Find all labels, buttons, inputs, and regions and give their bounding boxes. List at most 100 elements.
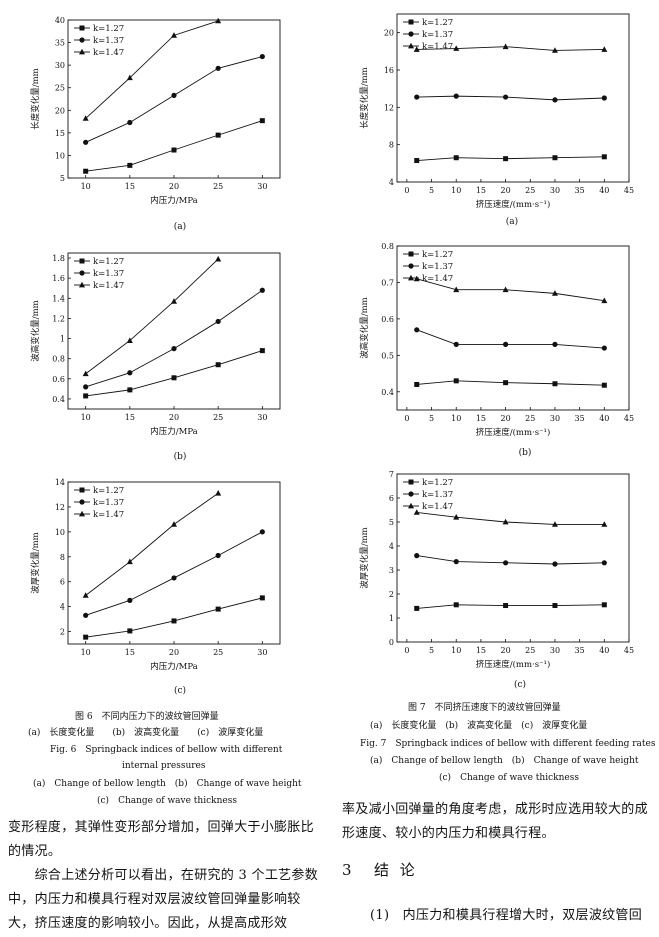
data-point-triangle (215, 17, 222, 24)
data-point-triangle (126, 558, 133, 565)
section-title: 结 论 (374, 861, 418, 879)
legend-label: k=1.47 (422, 502, 453, 512)
x-tick-label: 15 (125, 413, 135, 422)
series-line-circle (85, 289, 263, 388)
data-point-triangle (413, 509, 420, 515)
x-tick-label: 20 (169, 648, 179, 657)
x-tick-label: 15 (476, 646, 486, 655)
fig7-sub-cn: (a) 长度变化量 (b) 波高变化量 (c) 波厚变化量 (370, 721, 588, 731)
chart-7a-svg: 0 5 10 15 20 25 30 35 40 45 4 8 12 16 20 挤压速度/(mm·s⁻¹) 长… (359, 13, 634, 210)
series-line-circle (416, 95, 605, 101)
data-point-circle (552, 561, 558, 567)
data-point-circle (414, 553, 420, 559)
legend-label: k=1.47 (93, 510, 124, 520)
legend-marker-triangle (79, 510, 85, 517)
series-line-circle (416, 329, 605, 349)
x-axis-label: 挤压速度/(mm·s⁻¹) (476, 199, 551, 210)
y-tick-label: 10 (55, 528, 65, 537)
data-point-square (259, 595, 265, 601)
y-tick-label: 0.4 (52, 395, 65, 404)
fig6-sub-en-2: (c) Change of wave thickness (97, 796, 237, 806)
x-axis-label: 挤压速度/(mm·s⁻¹) (476, 427, 551, 438)
data-point-circle (127, 597, 133, 603)
y-tick-label: 20 (384, 29, 394, 38)
x-tick-label: 15 (125, 182, 135, 191)
legend-marker-square (408, 19, 414, 25)
chart-7b-svg: 0 5 10 15 20 25 30 35 40 45 0.4 0.5 0.6 0.7 0.8 挤压速度/(m… (359, 242, 634, 438)
y-tick-label: 6 (389, 494, 394, 503)
series-line-circle (416, 555, 605, 565)
data-point-circle (552, 97, 558, 103)
y-tick-label: 4 (60, 603, 65, 612)
series-line-triangle (85, 258, 219, 375)
y-tick-label: 0.6 (381, 315, 394, 324)
legend-marker-triangle (79, 281, 85, 288)
fig7-caption-en: Fig. 7 Springback indices of bellow with… (360, 739, 656, 749)
legend-label: k=1.27 (93, 24, 124, 34)
x-tick-label: 40 (599, 646, 609, 655)
y-tick-label: 4 (389, 178, 394, 187)
data-point-square (259, 348, 265, 354)
legend-label: k=1.27 (422, 18, 453, 28)
y-tick-label: 4 (389, 542, 394, 551)
legend-marker-triangle (408, 274, 414, 281)
data-point-triangle (215, 490, 222, 496)
data-point-triangle (601, 46, 608, 52)
data-point-triangle (82, 115, 89, 121)
x-tick-label: 40 (599, 414, 609, 423)
x-tick-label: 30 (550, 186, 560, 195)
data-point-triangle (502, 43, 509, 50)
data-point-triangle (453, 45, 460, 51)
y-tick-label: 1.8 (52, 254, 65, 263)
legend-label: k=1.47 (422, 274, 453, 284)
y-tick-label: 1.2 (52, 314, 65, 323)
chart-6c-sublabel: (c) (173, 686, 187, 696)
y-tick-label: 2 (60, 628, 65, 637)
data-point-triangle (551, 47, 558, 53)
data-point-square (414, 605, 420, 611)
data-point-circle (171, 346, 177, 352)
y-tick-label: 20 (55, 106, 65, 115)
legend-label: k=1.47 (93, 281, 124, 291)
chart-7c-sublabel: (c) (513, 680, 527, 690)
y-tick-label: 3 (389, 566, 394, 575)
legend-label: k=1.37 (422, 490, 453, 500)
data-point-triangle (453, 514, 460, 520)
y-axis-label: 波高变化量/mm (30, 300, 41, 362)
y-tick-label: 1.4 (52, 294, 65, 303)
data-point-circle (83, 612, 89, 618)
data-point-triangle (551, 521, 558, 527)
x-tick-label: 35 (575, 186, 585, 195)
data-point-triangle (171, 32, 177, 38)
data-point-circle (453, 93, 459, 99)
fig7-sub-en-2: (c) Change of wave thickness (439, 773, 579, 783)
y-tick-label: 12 (384, 103, 394, 112)
y-tick-label: 8 (389, 141, 394, 150)
legend-label: k=1.37 (422, 30, 453, 40)
body-right-para-2: (1) 内压力和模具行程增大时，双层波纹管回 (370, 908, 643, 923)
series-line-triangle (85, 20, 219, 119)
x-tick-label: 25 (213, 648, 223, 657)
data-point-square (83, 634, 89, 640)
x-tick-label: 5 (429, 646, 434, 655)
x-tick-label: 10 (81, 413, 91, 422)
y-tick-label: 12 (55, 503, 65, 512)
chart-7c-svg: 0 5 10 15 20 25 30 35 40 4501234567挤压速度/(mm·s⁻¹)波… (359, 470, 634, 670)
data-point-circle (127, 119, 133, 126)
legend-label: k=1.27 (422, 478, 453, 488)
data-point-triangle (215, 255, 222, 262)
series-line-square (416, 380, 605, 386)
x-tick-label: 10 (451, 186, 461, 195)
y-tick-label: 15 (55, 129, 65, 138)
chart-6b-sublabel: (b) (173, 452, 187, 462)
data-point-triangle (82, 592, 89, 598)
x-tick-label: 30 (550, 646, 560, 655)
data-point-square (414, 158, 420, 164)
legend-marker-circle (79, 37, 85, 43)
x-tick-label: 10 (81, 648, 91, 657)
data-point-triangle (171, 298, 177, 304)
chart-7b-sublabel: (b) (518, 448, 532, 458)
y-tick-label: 8 (60, 553, 65, 562)
x-tick-label: 45 (624, 646, 634, 655)
legend-marker-square (79, 487, 85, 493)
